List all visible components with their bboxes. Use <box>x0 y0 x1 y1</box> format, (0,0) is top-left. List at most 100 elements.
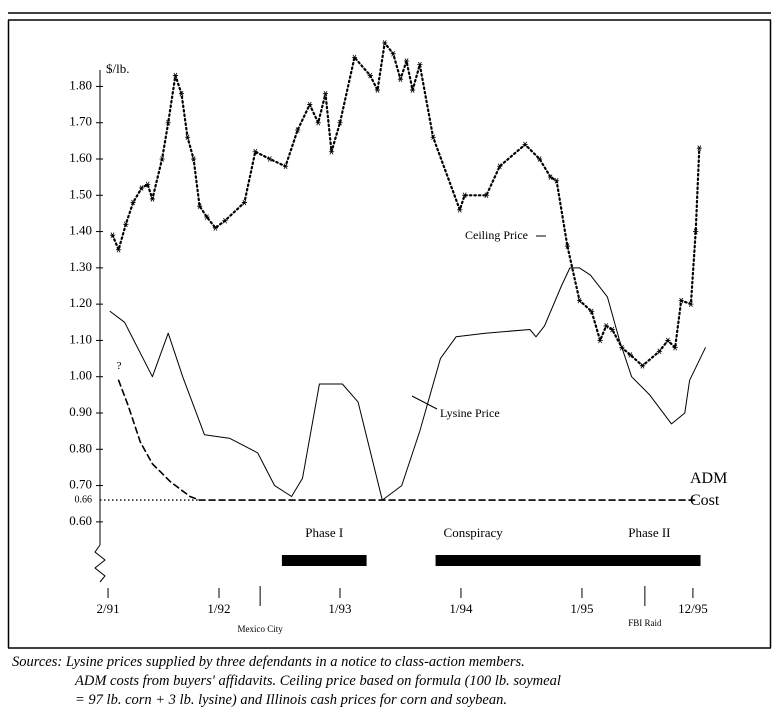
x-tick-label: 1/93 <box>328 601 351 616</box>
period-label: Conspiracy <box>444 525 504 540</box>
point-marker <box>696 145 702 151</box>
point-marker <box>665 337 671 344</box>
point-marker <box>547 174 554 180</box>
point-marker <box>374 87 381 93</box>
point-marker <box>672 344 678 351</box>
point-marker <box>307 101 313 108</box>
point-marker <box>123 221 129 228</box>
point-marker <box>267 156 273 162</box>
point-marker <box>483 192 489 199</box>
y-tick-label: 1.30 <box>69 259 92 274</box>
x-tick-label: 1/94 <box>449 601 473 616</box>
point-marker <box>537 156 543 162</box>
source-line: Sources: Lysine prices supplied by three… <box>12 654 525 670</box>
annotation: ? <box>117 360 122 372</box>
point-marker <box>351 54 358 61</box>
y-axis-label: $/lb. <box>106 61 129 76</box>
source-line: = 97 lb. corn + 3 lb. lysine) and Illino… <box>75 692 507 708</box>
x-tick-label: 12/95 <box>678 601 708 616</box>
point-marker <box>178 90 185 97</box>
y-tick-label: 1.20 <box>69 295 92 310</box>
y-tick-label: 1.60 <box>69 150 92 165</box>
point-marker <box>165 119 171 126</box>
point-marker <box>522 141 528 148</box>
point-marker <box>222 217 228 224</box>
point-marker <box>159 156 165 162</box>
point-marker <box>109 232 116 239</box>
series-label: Ceiling Price <box>465 228 528 242</box>
y-tick-label: 1.70 <box>69 114 92 129</box>
point-marker <box>172 72 179 79</box>
y-tick-label: 0.60 <box>69 513 92 528</box>
point-marker <box>190 156 197 162</box>
point-marker <box>597 337 603 344</box>
y-tick-label: 1.80 <box>69 77 92 92</box>
point-marker <box>295 127 301 133</box>
point-marker <box>197 203 203 209</box>
point-marker <box>688 301 694 307</box>
point-marker <box>212 225 218 231</box>
period-label: Phase II <box>628 525 670 540</box>
point-marker <box>564 243 571 249</box>
point-marker <box>603 323 609 329</box>
event-label: FBI Raid <box>628 618 662 628</box>
series-line <box>109 267 706 501</box>
point-marker <box>390 50 396 57</box>
cost-label: ADM Cost <box>690 470 728 509</box>
point-marker <box>115 246 122 253</box>
point-marker <box>693 228 699 235</box>
point-marker <box>252 148 258 155</box>
point-marker <box>397 76 404 82</box>
y-tick-label: 1.50 <box>69 186 92 201</box>
y-tick-label: 1.10 <box>69 331 92 346</box>
event-label: Mexico City <box>238 624 284 634</box>
point-marker <box>145 181 151 188</box>
point-marker <box>403 58 410 64</box>
point-marker <box>328 148 335 155</box>
leader-line <box>411 395 438 410</box>
point-marker <box>457 206 463 213</box>
point-marker <box>462 192 468 199</box>
point-marker <box>627 352 633 358</box>
point-marker <box>315 119 321 126</box>
chart: $/lb. 0.60 0.70 0.80 0.90 1.00 1.10 1.20 1.30 1.… <box>7 12 772 649</box>
y-tick-label: 1.40 <box>69 223 92 238</box>
y-tick-label: 0.70 <box>69 477 92 492</box>
x-tick-label: 1/92 <box>207 601 230 616</box>
point-marker <box>609 326 615 333</box>
period-bar <box>435 555 701 566</box>
point-marker <box>322 90 329 97</box>
point-marker <box>184 134 191 141</box>
source-line: ADM costs from buyers' affidavits. Ceili… <box>75 673 561 689</box>
point-marker <box>576 297 583 304</box>
axis-break <box>94 544 106 583</box>
point-marker <box>241 199 247 206</box>
point-marker <box>367 72 373 79</box>
period-bar <box>281 555 367 566</box>
point-marker <box>678 297 684 304</box>
series-line <box>117 379 696 501</box>
period-label: Phase I <box>305 525 343 540</box>
point-marker <box>130 199 136 206</box>
point-marker <box>656 348 662 355</box>
point-marker <box>149 196 156 202</box>
y-tick-label: 0.80 <box>69 440 92 455</box>
point-marker <box>138 185 145 191</box>
point-marker <box>382 40 388 46</box>
x-tick-label: 2/91 <box>96 601 119 616</box>
point-marker <box>553 177 560 184</box>
x-tick-label: 1/95 <box>570 601 593 616</box>
point-marker <box>497 163 503 170</box>
point-marker <box>639 363 646 369</box>
point-marker <box>430 134 436 141</box>
y-tick-label: 0.90 <box>69 404 92 419</box>
point-marker <box>282 163 289 170</box>
point-marker <box>337 119 343 126</box>
reference-label: 0.66 <box>75 494 93 505</box>
point-marker <box>417 61 423 68</box>
point-marker <box>409 87 416 93</box>
series-label: Lysine Price <box>440 406 500 420</box>
point-marker <box>204 214 210 220</box>
point-marker <box>589 308 595 315</box>
